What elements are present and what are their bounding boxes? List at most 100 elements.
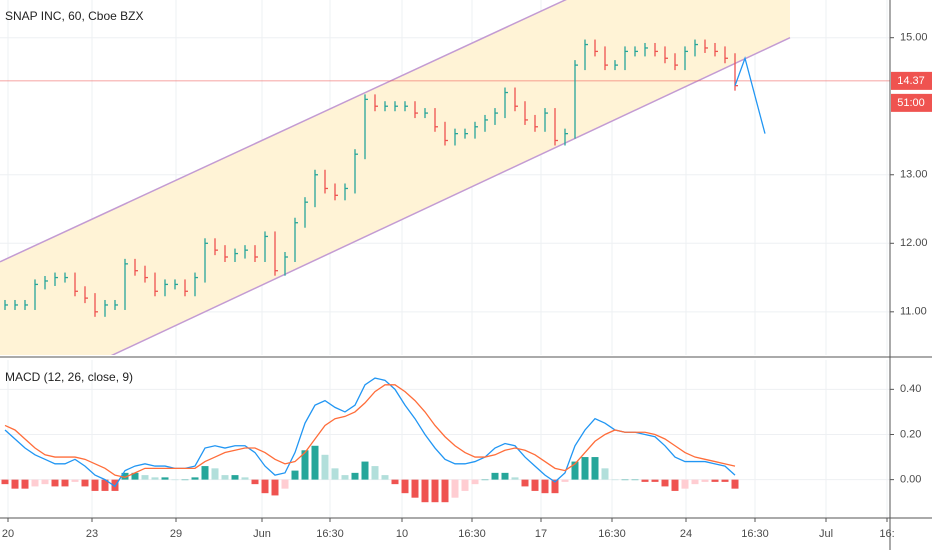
histogram-bar — [171, 479, 179, 481]
histogram-bar — [341, 475, 349, 480]
histogram-bar — [361, 461, 369, 480]
histogram-bar — [291, 470, 299, 480]
histogram-bar — [701, 479, 709, 482]
x-tick-label: Jun — [253, 528, 271, 540]
price-bar — [434, 108, 438, 132]
last-price-box — [891, 71, 932, 90]
price-bar — [104, 299, 108, 317]
price-bar — [354, 149, 358, 194]
x-tick-label: 16:30 — [598, 528, 626, 540]
x-tick-label: 10 — [396, 528, 408, 540]
price-bar — [314, 169, 318, 208]
histogram-bar — [461, 479, 469, 491]
price-bar — [204, 238, 208, 283]
histogram-bar — [681, 479, 689, 489]
price-bar — [394, 101, 398, 112]
price-bar — [284, 251, 288, 276]
price-bar — [484, 114, 488, 132]
price-bar — [594, 39, 598, 57]
price-bar — [74, 272, 78, 297]
histogram-bar — [141, 475, 149, 480]
price-bar — [4, 299, 8, 310]
price-bar — [224, 245, 228, 262]
histogram-bar — [241, 477, 249, 480]
price-bar — [234, 248, 238, 262]
price-bar — [404, 101, 408, 112]
price-bar — [714, 42, 718, 57]
histogram-bar — [521, 479, 529, 487]
histogram-bar — [531, 479, 539, 491]
histogram-bar — [101, 479, 109, 491]
price-bar — [444, 121, 448, 146]
x-tick-label: 20 — [2, 528, 14, 540]
x-tick-label: 16:30 — [741, 528, 769, 540]
price-bar — [154, 272, 158, 297]
histogram-bar — [641, 479, 649, 482]
price-bar — [174, 279, 178, 290]
histogram-bar — [351, 472, 359, 480]
price-bar — [624, 46, 628, 71]
price-bar — [94, 293, 98, 317]
histogram-bar — [721, 479, 729, 482]
indicator-title: MACD (12, 26, close, 9) — [5, 370, 133, 384]
histogram-bar — [81, 479, 89, 487]
price-bar — [564, 128, 568, 146]
price-bar — [124, 258, 128, 310]
histogram-bar — [511, 477, 519, 480]
histogram-bar — [21, 479, 29, 489]
price-bar — [384, 101, 388, 112]
histogram-bar — [251, 479, 259, 485]
y-tick-label: 0.20 — [900, 428, 921, 440]
histogram-bar — [691, 479, 699, 485]
histogram-bar — [431, 479, 439, 503]
price-bar — [114, 299, 118, 310]
histogram-bar — [221, 475, 229, 480]
price-bar — [344, 183, 348, 201]
price-bar — [464, 128, 468, 139]
x-tick-label: 16:30 — [316, 528, 344, 540]
channel-line — [110, 37, 791, 355]
price-bar — [14, 299, 18, 310]
macd-line — [4, 384, 736, 479]
price-pane — [0, 0, 890, 355]
histogram-bar — [331, 468, 339, 480]
histogram-bar — [451, 479, 459, 498]
histogram-bar — [591, 457, 599, 480]
histogram-bar — [501, 472, 509, 480]
histogram-bar — [281, 479, 289, 489]
histogram-bar — [481, 479, 489, 481]
price-bar — [664, 46, 668, 64]
price-bar — [504, 87, 508, 119]
histogram-bar — [121, 472, 129, 480]
histogram-bar — [1, 479, 9, 485]
histogram-bar — [391, 479, 399, 485]
price-bar — [334, 183, 338, 201]
price-bar — [184, 279, 188, 297]
price-bar — [644, 42, 648, 57]
histogram-bar — [231, 475, 239, 480]
histogram-bar — [651, 479, 659, 482]
y-tick-label: 0.40 — [900, 383, 921, 395]
countdown-box — [891, 93, 932, 112]
price-bar — [524, 101, 528, 125]
price-bar — [34, 279, 38, 310]
channel-line — [0, 0, 567, 263]
macd-line — [4, 377, 736, 488]
price-bar — [44, 275, 48, 290]
histogram-bar — [41, 479, 49, 485]
price-bar — [364, 94, 368, 160]
histogram-bar — [571, 461, 579, 480]
price-bar — [164, 279, 168, 297]
channel-fill — [0, 0, 790, 355]
price-bar — [324, 169, 328, 194]
histogram-bar — [91, 479, 99, 491]
histogram-bar — [731, 479, 739, 489]
histogram-bar — [51, 479, 59, 487]
price-bar — [144, 265, 148, 283]
histogram-bar — [491, 472, 499, 480]
price-bar — [694, 39, 698, 57]
price-bar — [454, 128, 458, 146]
price-bar — [194, 272, 198, 297]
histogram-bar — [551, 479, 559, 494]
price-bar — [584, 39, 588, 71]
